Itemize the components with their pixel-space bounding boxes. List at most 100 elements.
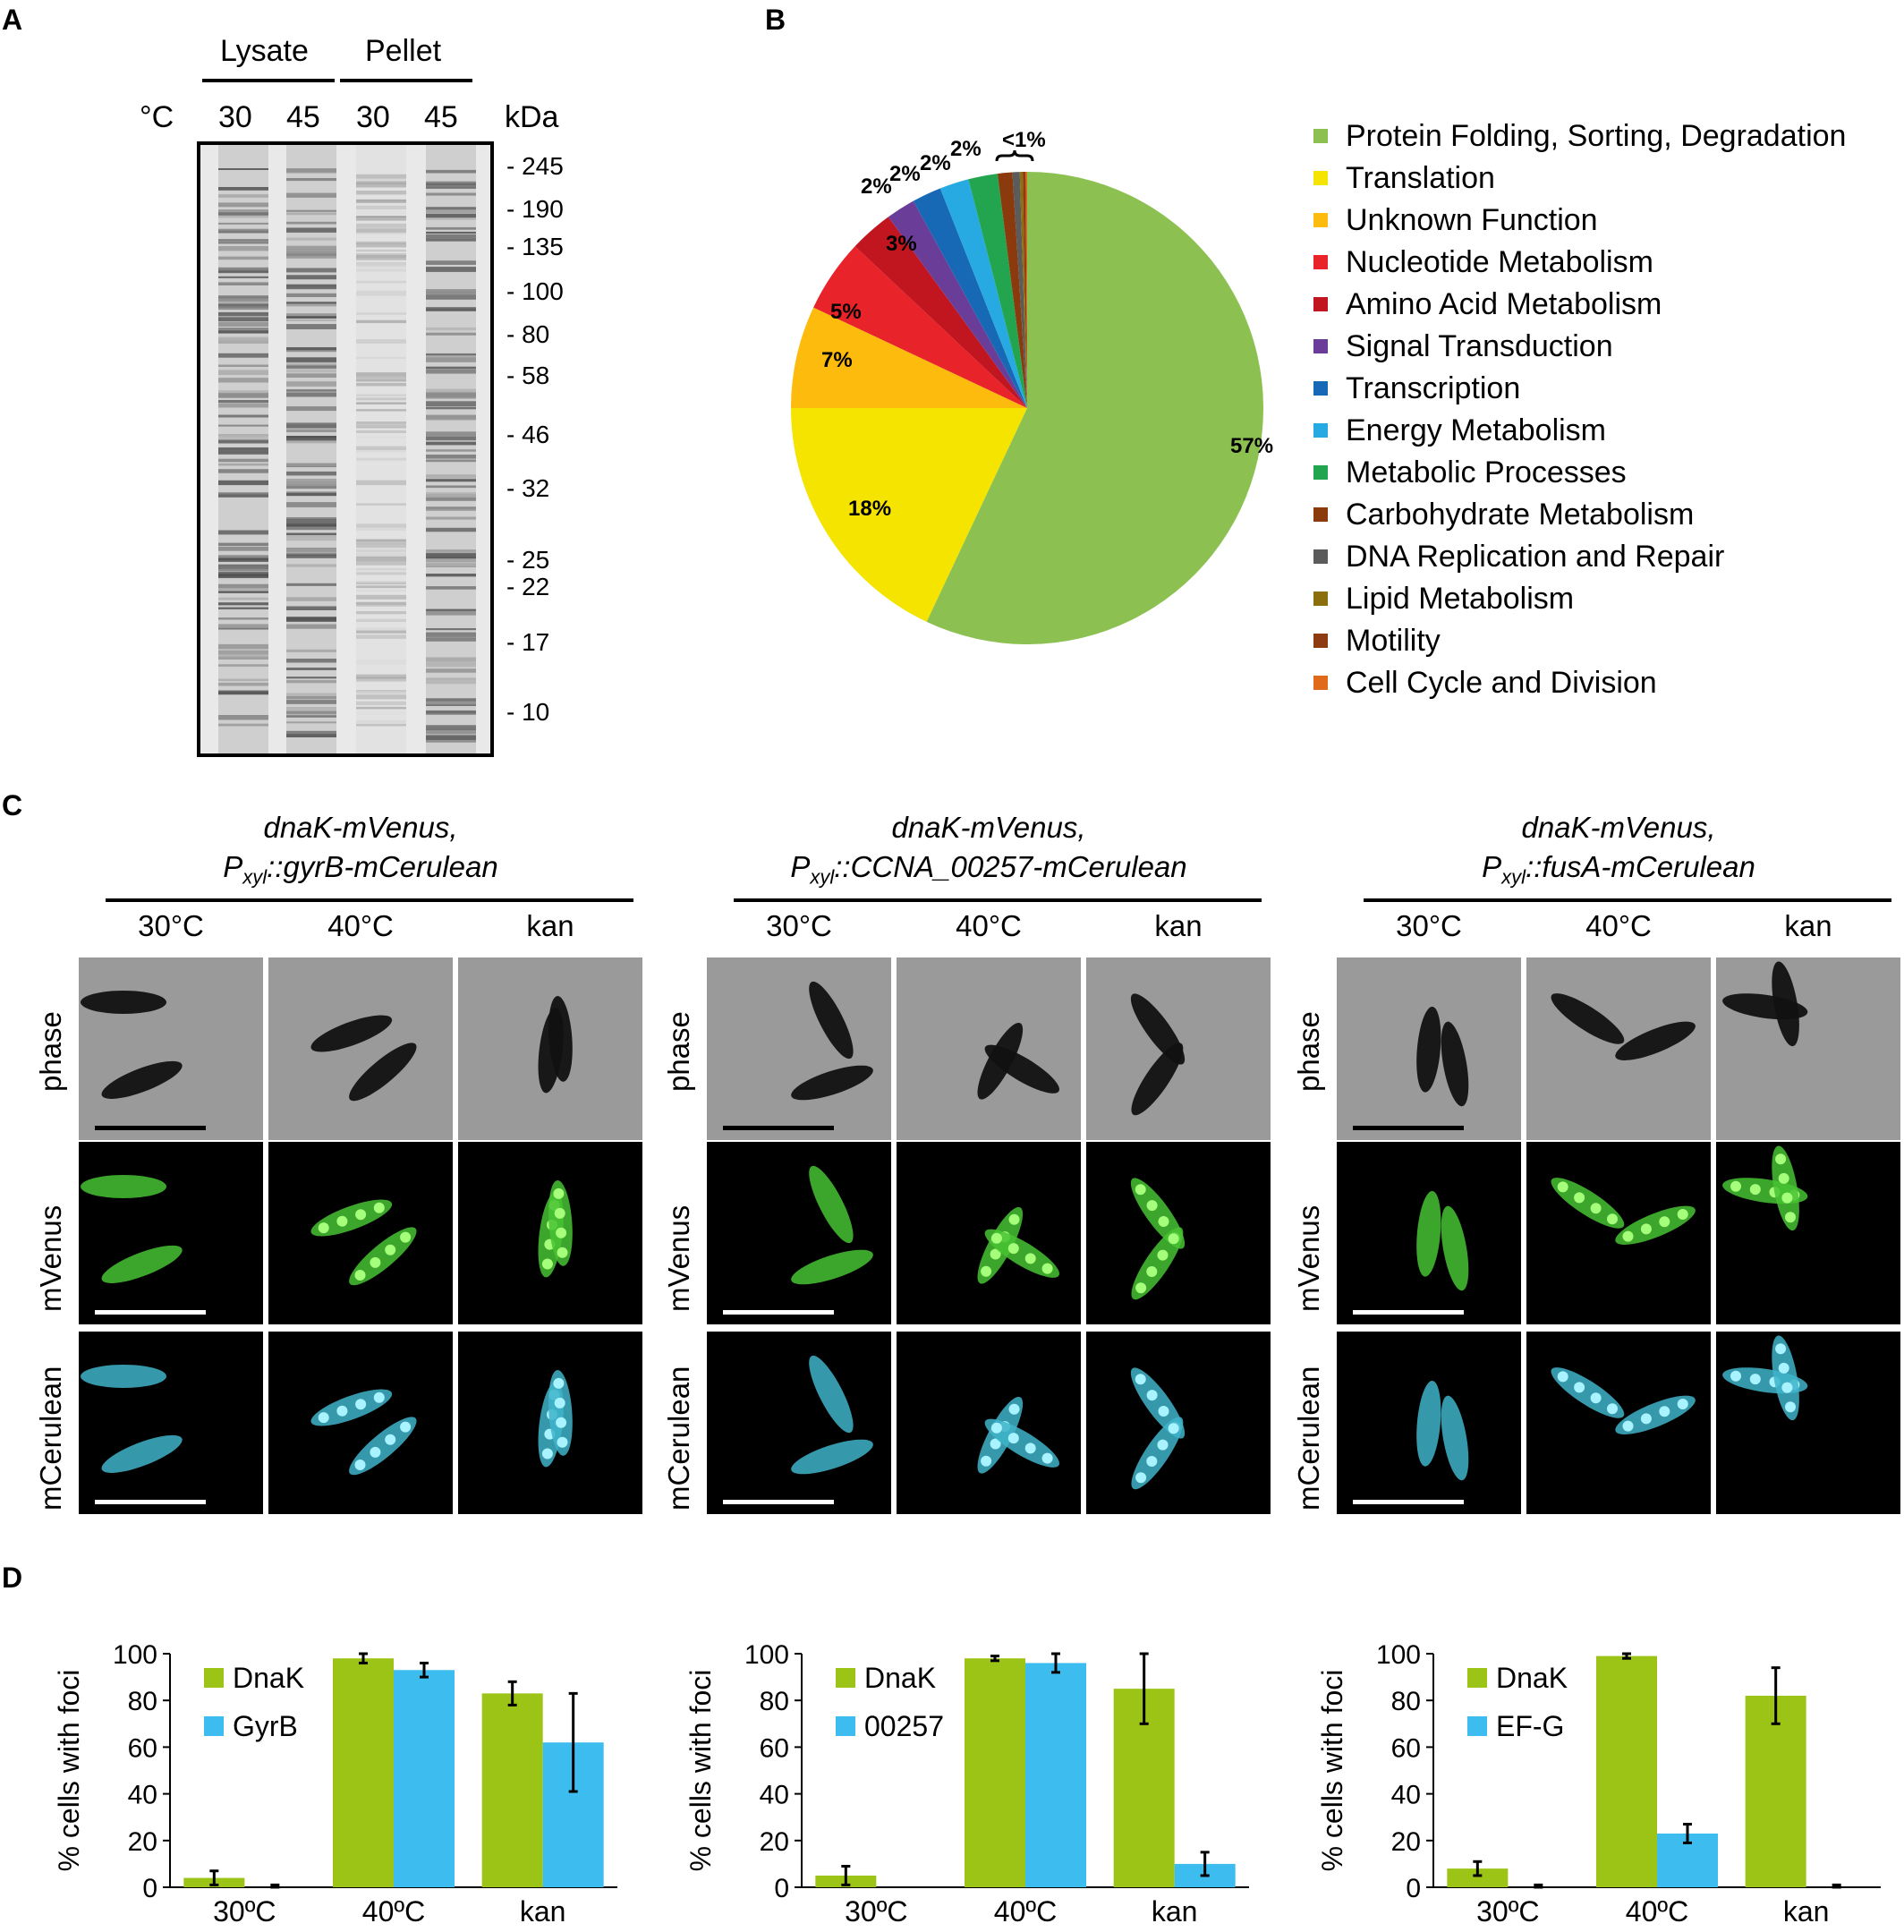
gel-band	[286, 481, 336, 486]
focus	[1135, 1374, 1146, 1385]
gel-band	[286, 362, 336, 365]
pie-legend-swatch	[1313, 381, 1328, 396]
gel-band	[286, 502, 336, 507]
scale-bar	[95, 1310, 206, 1315]
gel-band	[218, 530, 268, 535]
cell	[791, 1439, 873, 1475]
focus	[400, 1231, 412, 1243]
gel-band	[286, 313, 336, 319]
gel-band	[426, 679, 476, 685]
gel-band	[426, 668, 476, 673]
pie-legend-swatch	[1313, 255, 1328, 269]
pie-legend-item: Energy Metabolism	[1313, 413, 1606, 448]
focus	[1775, 1343, 1787, 1355]
gel-band	[426, 353, 476, 356]
gel-band	[286, 535, 336, 539]
gel-band	[286, 523, 336, 527]
gel-band	[426, 231, 476, 234]
gel-band	[286, 471, 336, 476]
gel-band	[356, 376, 406, 379]
gel-group-pellet: Pellet	[365, 34, 442, 68]
gel-band	[218, 591, 268, 593]
focus	[1041, 1452, 1053, 1464]
gel-band	[426, 357, 476, 362]
focus	[1640, 1223, 1652, 1235]
cell	[1551, 1367, 1625, 1418]
gel-band	[286, 525, 336, 531]
cell	[984, 1044, 1059, 1094]
focus	[1778, 1362, 1789, 1374]
pie-legend-item: Transcription	[1313, 370, 1520, 406]
cell	[349, 1227, 417, 1286]
gel-band	[218, 228, 268, 232]
focus	[990, 1248, 1001, 1260]
gel-band	[356, 393, 406, 396]
gel-band	[356, 701, 406, 706]
pie-legend-label: Metabolic Processes	[1346, 455, 1627, 489]
gel-band	[356, 223, 406, 228]
gel-band	[426, 307, 476, 311]
y-tick-label: 0	[142, 1874, 157, 1903]
focus	[1785, 1212, 1796, 1223]
focus	[1749, 1374, 1761, 1385]
gel-band	[426, 700, 476, 705]
channel-label: mVenus	[662, 1204, 695, 1312]
gel-band	[218, 664, 268, 667]
gel-band	[286, 597, 336, 601]
y-tick-label: 80	[760, 1687, 789, 1716]
micrograph	[897, 1332, 1081, 1514]
gel-band	[356, 372, 406, 377]
micrograph	[897, 957, 1081, 1140]
gel-band	[286, 256, 336, 259]
gel-band	[426, 492, 476, 498]
strain-underline	[1364, 898, 1891, 902]
gel-band	[426, 557, 476, 562]
gel-band	[426, 586, 476, 590]
cell	[81, 1365, 166, 1388]
channel-label: mVenus	[34, 1204, 67, 1312]
gel-band	[426, 740, 476, 743]
gel-band	[426, 291, 476, 295]
focus	[1146, 1200, 1158, 1212]
gel-band	[426, 628, 476, 631]
gel-band	[356, 457, 406, 461]
y-tick-label: 40	[1391, 1781, 1421, 1810]
micrograph	[458, 1332, 642, 1514]
cell	[81, 1175, 166, 1198]
cell	[1416, 1380, 1441, 1467]
pie-legend-label: DNA Replication and Repair	[1346, 539, 1725, 574]
pie-legend-swatch	[1313, 423, 1328, 438]
scale-bar	[1353, 1310, 1464, 1315]
focus	[1607, 1213, 1618, 1225]
gel-band	[286, 463, 336, 467]
gel-band	[426, 507, 476, 511]
gel-band	[426, 725, 476, 730]
focus	[1781, 1382, 1793, 1393]
gel-band	[356, 183, 406, 188]
gel-band	[218, 602, 268, 606]
gel-band	[356, 674, 406, 679]
gel-band	[356, 319, 406, 324]
gel-band	[426, 184, 476, 188]
gel-band	[286, 649, 336, 652]
gel-band	[426, 662, 476, 668]
pie-slice-label: 2%	[889, 162, 921, 186]
gel-lane-label: 30	[218, 100, 252, 134]
gel-band	[426, 474, 476, 479]
gel-band	[286, 617, 336, 621]
gel-marker-label: - 245	[506, 152, 564, 180]
bar-chart: % cells with foci 0 20 40 60 80 100 30ºC 40ºC kan…	[1316, 1640, 1881, 1928]
pie-legend-item: Carbohydrate Metabolism	[1313, 497, 1694, 532]
focus	[1008, 1403, 1020, 1415]
gel-band	[426, 698, 476, 702]
y-tick-label: 80	[1391, 1687, 1421, 1716]
gel-band	[218, 390, 268, 394]
gel-band	[286, 679, 336, 684]
focus	[557, 1247, 568, 1258]
gel-marker-label: - 10	[506, 698, 550, 726]
focus	[1168, 1233, 1179, 1245]
channel-label: mCerulean	[34, 1366, 67, 1511]
y-tick-label: 60	[760, 1733, 789, 1763]
gel-band	[356, 356, 406, 359]
strain-title-line1: dnaK-mVenus,	[891, 811, 1086, 844]
